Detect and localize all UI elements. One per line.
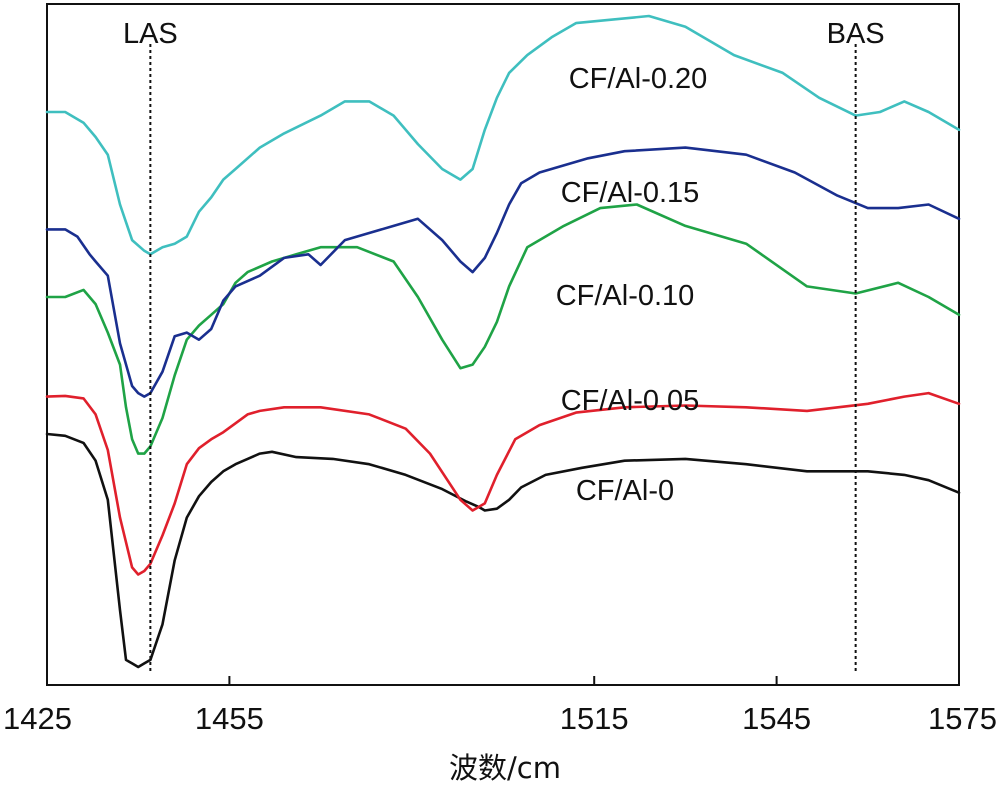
x-tick-label-4: 1575 — [928, 701, 997, 736]
series-labels: CF/Al-0 CF/Al-0.05 CF/Al-0.10 CF/Al-0.15 CF/… — [556, 63, 708, 507]
series-label-1: CF/Al-0.05 — [561, 385, 700, 417]
series-line-4 — [45, 14, 961, 256]
marker-layer: LAS BAS — [123, 18, 885, 671]
series-label-2: CF/Al-0.10 — [556, 280, 695, 312]
x-tick-label-0: 1425 — [3, 701, 72, 736]
x-axis: 1425 1455 1515 1545 1575 — [3, 676, 997, 736]
series-line-0 — [45, 432, 961, 669]
marker-label-0: LAS — [123, 18, 178, 50]
series-label-4: CF/Al-0.20 — [569, 63, 708, 95]
series-label-3: CF/Al-0.15 — [561, 177, 700, 209]
x-tick-label-1: 1455 — [195, 701, 264, 736]
x-axis-title: 波数/cm — [449, 751, 561, 785]
x-tick-label-2: 1515 — [560, 701, 629, 736]
series-label-0: CF/Al-0 — [576, 475, 674, 507]
plot-frame — [46, 3, 960, 686]
marker-label-1: BAS — [827, 18, 885, 50]
x-tick-label-3: 1545 — [742, 701, 811, 736]
series-layer — [45, 14, 961, 669]
series-line-3 — [45, 146, 961, 398]
series-line-2 — [45, 203, 961, 455]
series-line-1 — [45, 391, 961, 576]
